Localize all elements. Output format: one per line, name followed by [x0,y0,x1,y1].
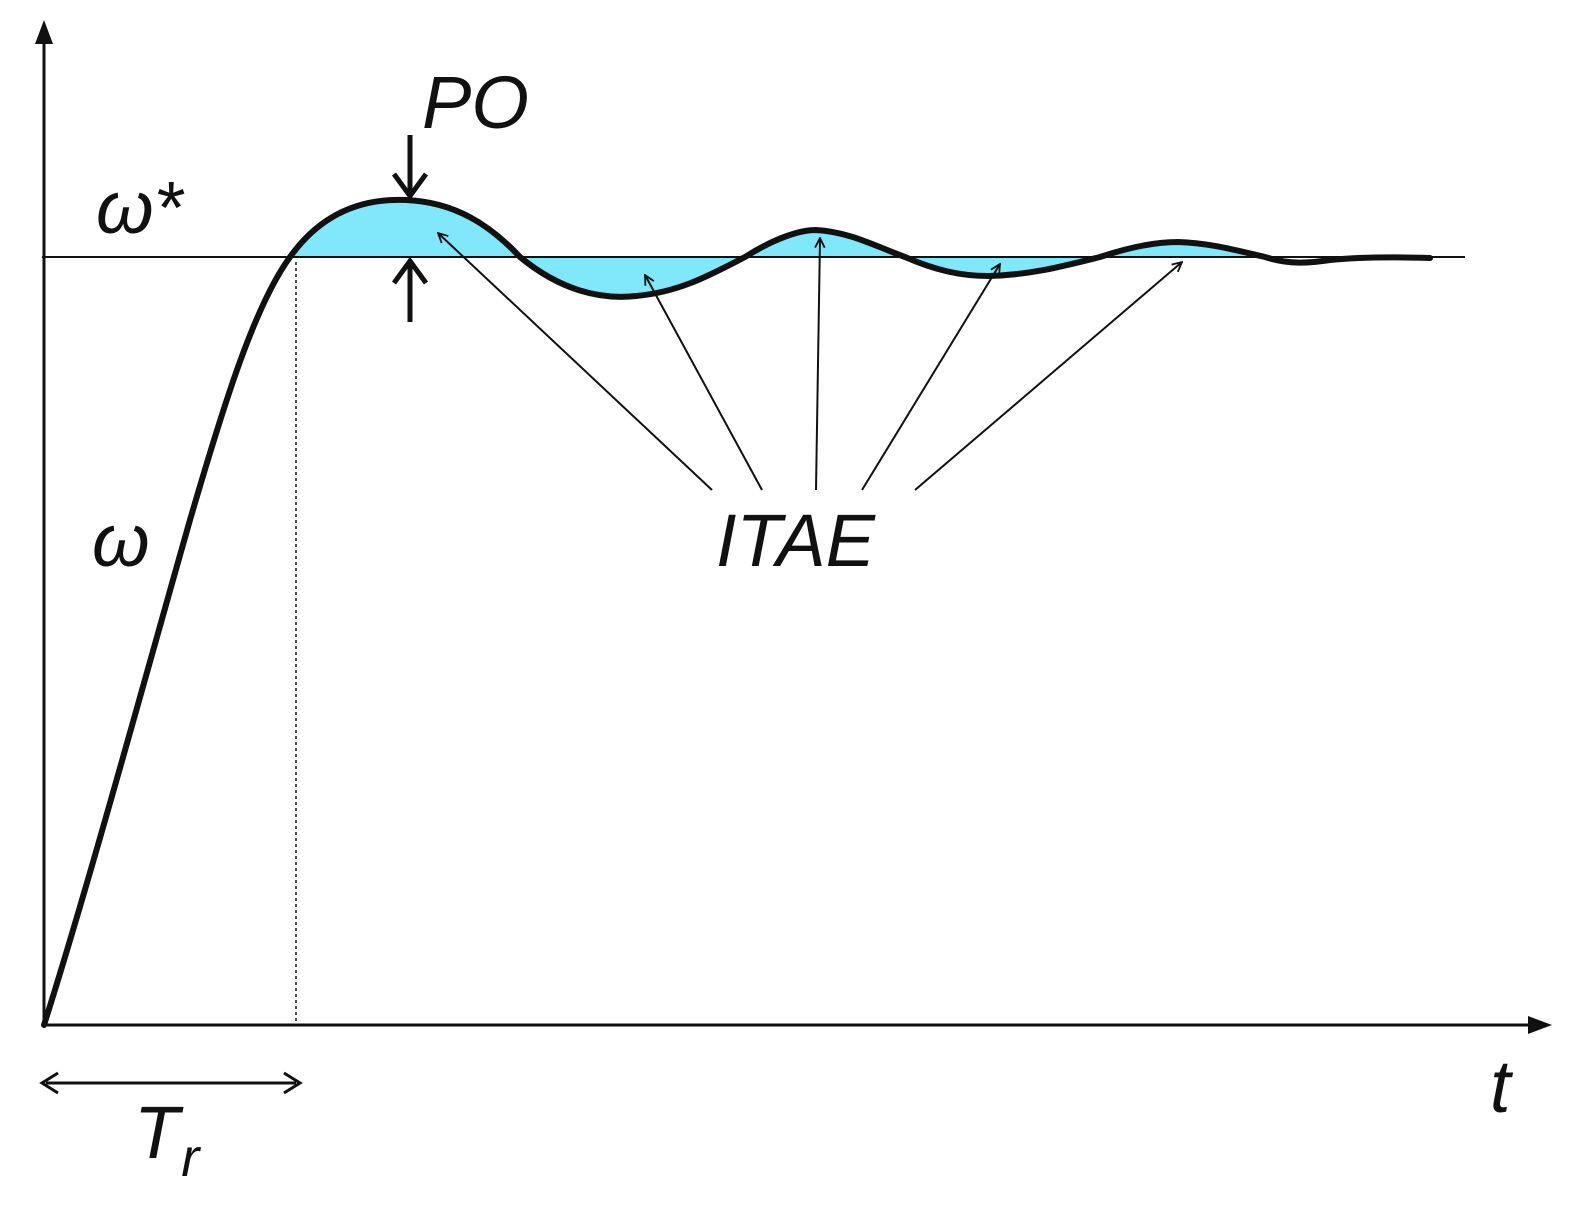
overshoot-label: PO [422,61,529,144]
rise-time-main: T [134,1091,184,1174]
rise-time-label: Tr [134,1091,201,1188]
itae-label: ITAE [716,499,877,582]
y-axis-arrowhead [35,20,53,44]
time-axis-label: t [1490,1045,1514,1128]
x-axis-arrowhead [1528,1016,1552,1034]
rise-time-subscript: r [181,1128,201,1188]
overshoot-arrows [391,135,429,322]
response-curve [41,196,1433,1028]
response-label: ω [92,499,150,582]
rise-time-span-arrow [39,1071,303,1095]
itae-pointer-arrows [438,233,1182,491]
setpoint-label: ω* [96,166,185,249]
